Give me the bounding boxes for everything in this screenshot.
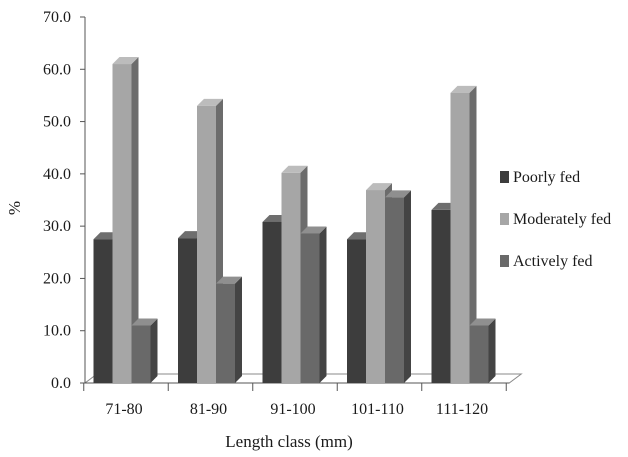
legend-item: Moderately fed (500, 211, 611, 228)
y-tick-label: 50.0 (43, 114, 71, 131)
bar-front-face (366, 190, 385, 383)
legend-swatch (500, 171, 509, 183)
bar-front-face (113, 64, 132, 383)
x-axis-title: Length class (mm) (225, 432, 352, 451)
x-tick-label: 91-100 (270, 401, 315, 418)
bar-front-face (263, 222, 282, 383)
y-tick-label: 0.0 (51, 375, 71, 392)
y-axis-title: % (5, 201, 24, 215)
bar-side-face (235, 277, 242, 383)
x-tick-label: 81-90 (190, 401, 227, 418)
legend-label: Actively fed (513, 253, 593, 270)
y-tick-label: 30.0 (43, 218, 71, 235)
x-tick-label: 101-110 (351, 401, 404, 418)
bar (385, 190, 411, 383)
bar-front-face (282, 173, 301, 383)
y-tick-label: 10.0 (43, 323, 71, 340)
legend-item: Actively fed (500, 253, 593, 270)
bar-front-face (301, 233, 320, 383)
bar (132, 318, 158, 383)
legend: Poorly fed Moderately fed Actively fed (500, 169, 611, 270)
bar-front-face (132, 325, 151, 383)
bar-front-face (216, 284, 235, 383)
bar (301, 226, 327, 383)
bar-front-face (347, 239, 366, 383)
y-tick-label: 70.0 (43, 9, 71, 26)
y-tick-label: 40.0 (43, 166, 71, 183)
bar-side-face (489, 318, 496, 383)
legend-swatch (500, 255, 509, 267)
bar-front-face (451, 93, 470, 383)
x-tick-label: 111-120 (436, 401, 488, 418)
bar (216, 277, 242, 383)
bar (470, 318, 496, 383)
x-tick-label: 71-80 (105, 401, 142, 418)
bar-front-face (432, 210, 451, 383)
bar-front-face (178, 238, 197, 383)
legend-item: Poorly fed (500, 169, 580, 186)
bar-side-face (320, 226, 327, 383)
legend-label: Moderately fed (513, 211, 611, 228)
legend-label: Poorly fed (513, 169, 580, 186)
bar-side-face (404, 190, 411, 383)
bar-front-face (470, 325, 489, 383)
bar-front-face (197, 106, 216, 383)
bar-side-face (151, 318, 158, 383)
bar-front-face (94, 239, 113, 383)
y-tick-label: 60.0 (43, 61, 71, 78)
legend-swatch (500, 213, 509, 225)
bars (94, 57, 496, 383)
bar-front-face (385, 197, 404, 383)
y-tick-label: 20.0 (43, 270, 71, 287)
